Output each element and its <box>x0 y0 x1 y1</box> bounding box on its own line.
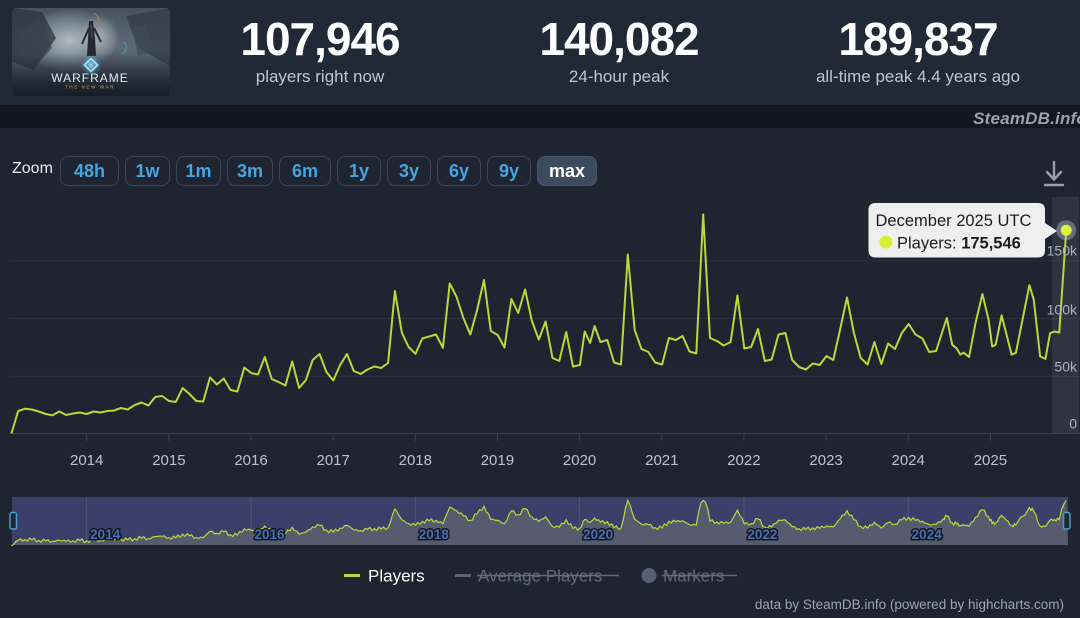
svg-text:2022: 2022 <box>727 452 760 469</box>
svg-text:2024: 2024 <box>892 452 925 469</box>
svg-text:2017: 2017 <box>317 452 350 469</box>
svg-text:2015: 2015 <box>152 452 185 469</box>
svg-text:2023: 2023 <box>809 452 842 469</box>
svg-text:150k: 150k <box>1047 243 1078 259</box>
svg-text:2016: 2016 <box>234 452 267 469</box>
svg-text:Players: 175,546: Players: 175,546 <box>897 235 1021 253</box>
svg-text:THE NEW WAR: THE NEW WAR <box>65 85 115 90</box>
svg-text:2022: 2022 <box>747 527 777 542</box>
svg-text:December 2025 UTC: December 2025 UTC <box>876 212 1032 230</box>
svg-text:2018: 2018 <box>419 527 450 542</box>
svg-text:2014: 2014 <box>90 527 121 542</box>
svg-text:2014: 2014 <box>70 452 103 469</box>
svg-text:100k: 100k <box>1047 302 1078 318</box>
svg-text:2018: 2018 <box>399 452 432 469</box>
svg-text:0: 0 <box>1069 416 1077 432</box>
svg-text:2019: 2019 <box>481 452 514 469</box>
svg-text:2020: 2020 <box>583 527 613 542</box>
svg-text:2020: 2020 <box>563 452 596 469</box>
svg-text:data by SteamDB.info (powered: data by SteamDB.info (powered by highcha… <box>755 597 1064 612</box>
svg-text:2025: 2025 <box>974 452 1007 469</box>
svg-text:50k: 50k <box>1054 359 1078 375</box>
svg-text:2016: 2016 <box>254 527 285 542</box>
svg-text:WARFRAME: WARFRAME <box>51 71 129 85</box>
svg-text:Players: Players <box>368 567 425 586</box>
svg-text:2021: 2021 <box>645 452 678 469</box>
svg-text:2024: 2024 <box>912 527 943 542</box>
